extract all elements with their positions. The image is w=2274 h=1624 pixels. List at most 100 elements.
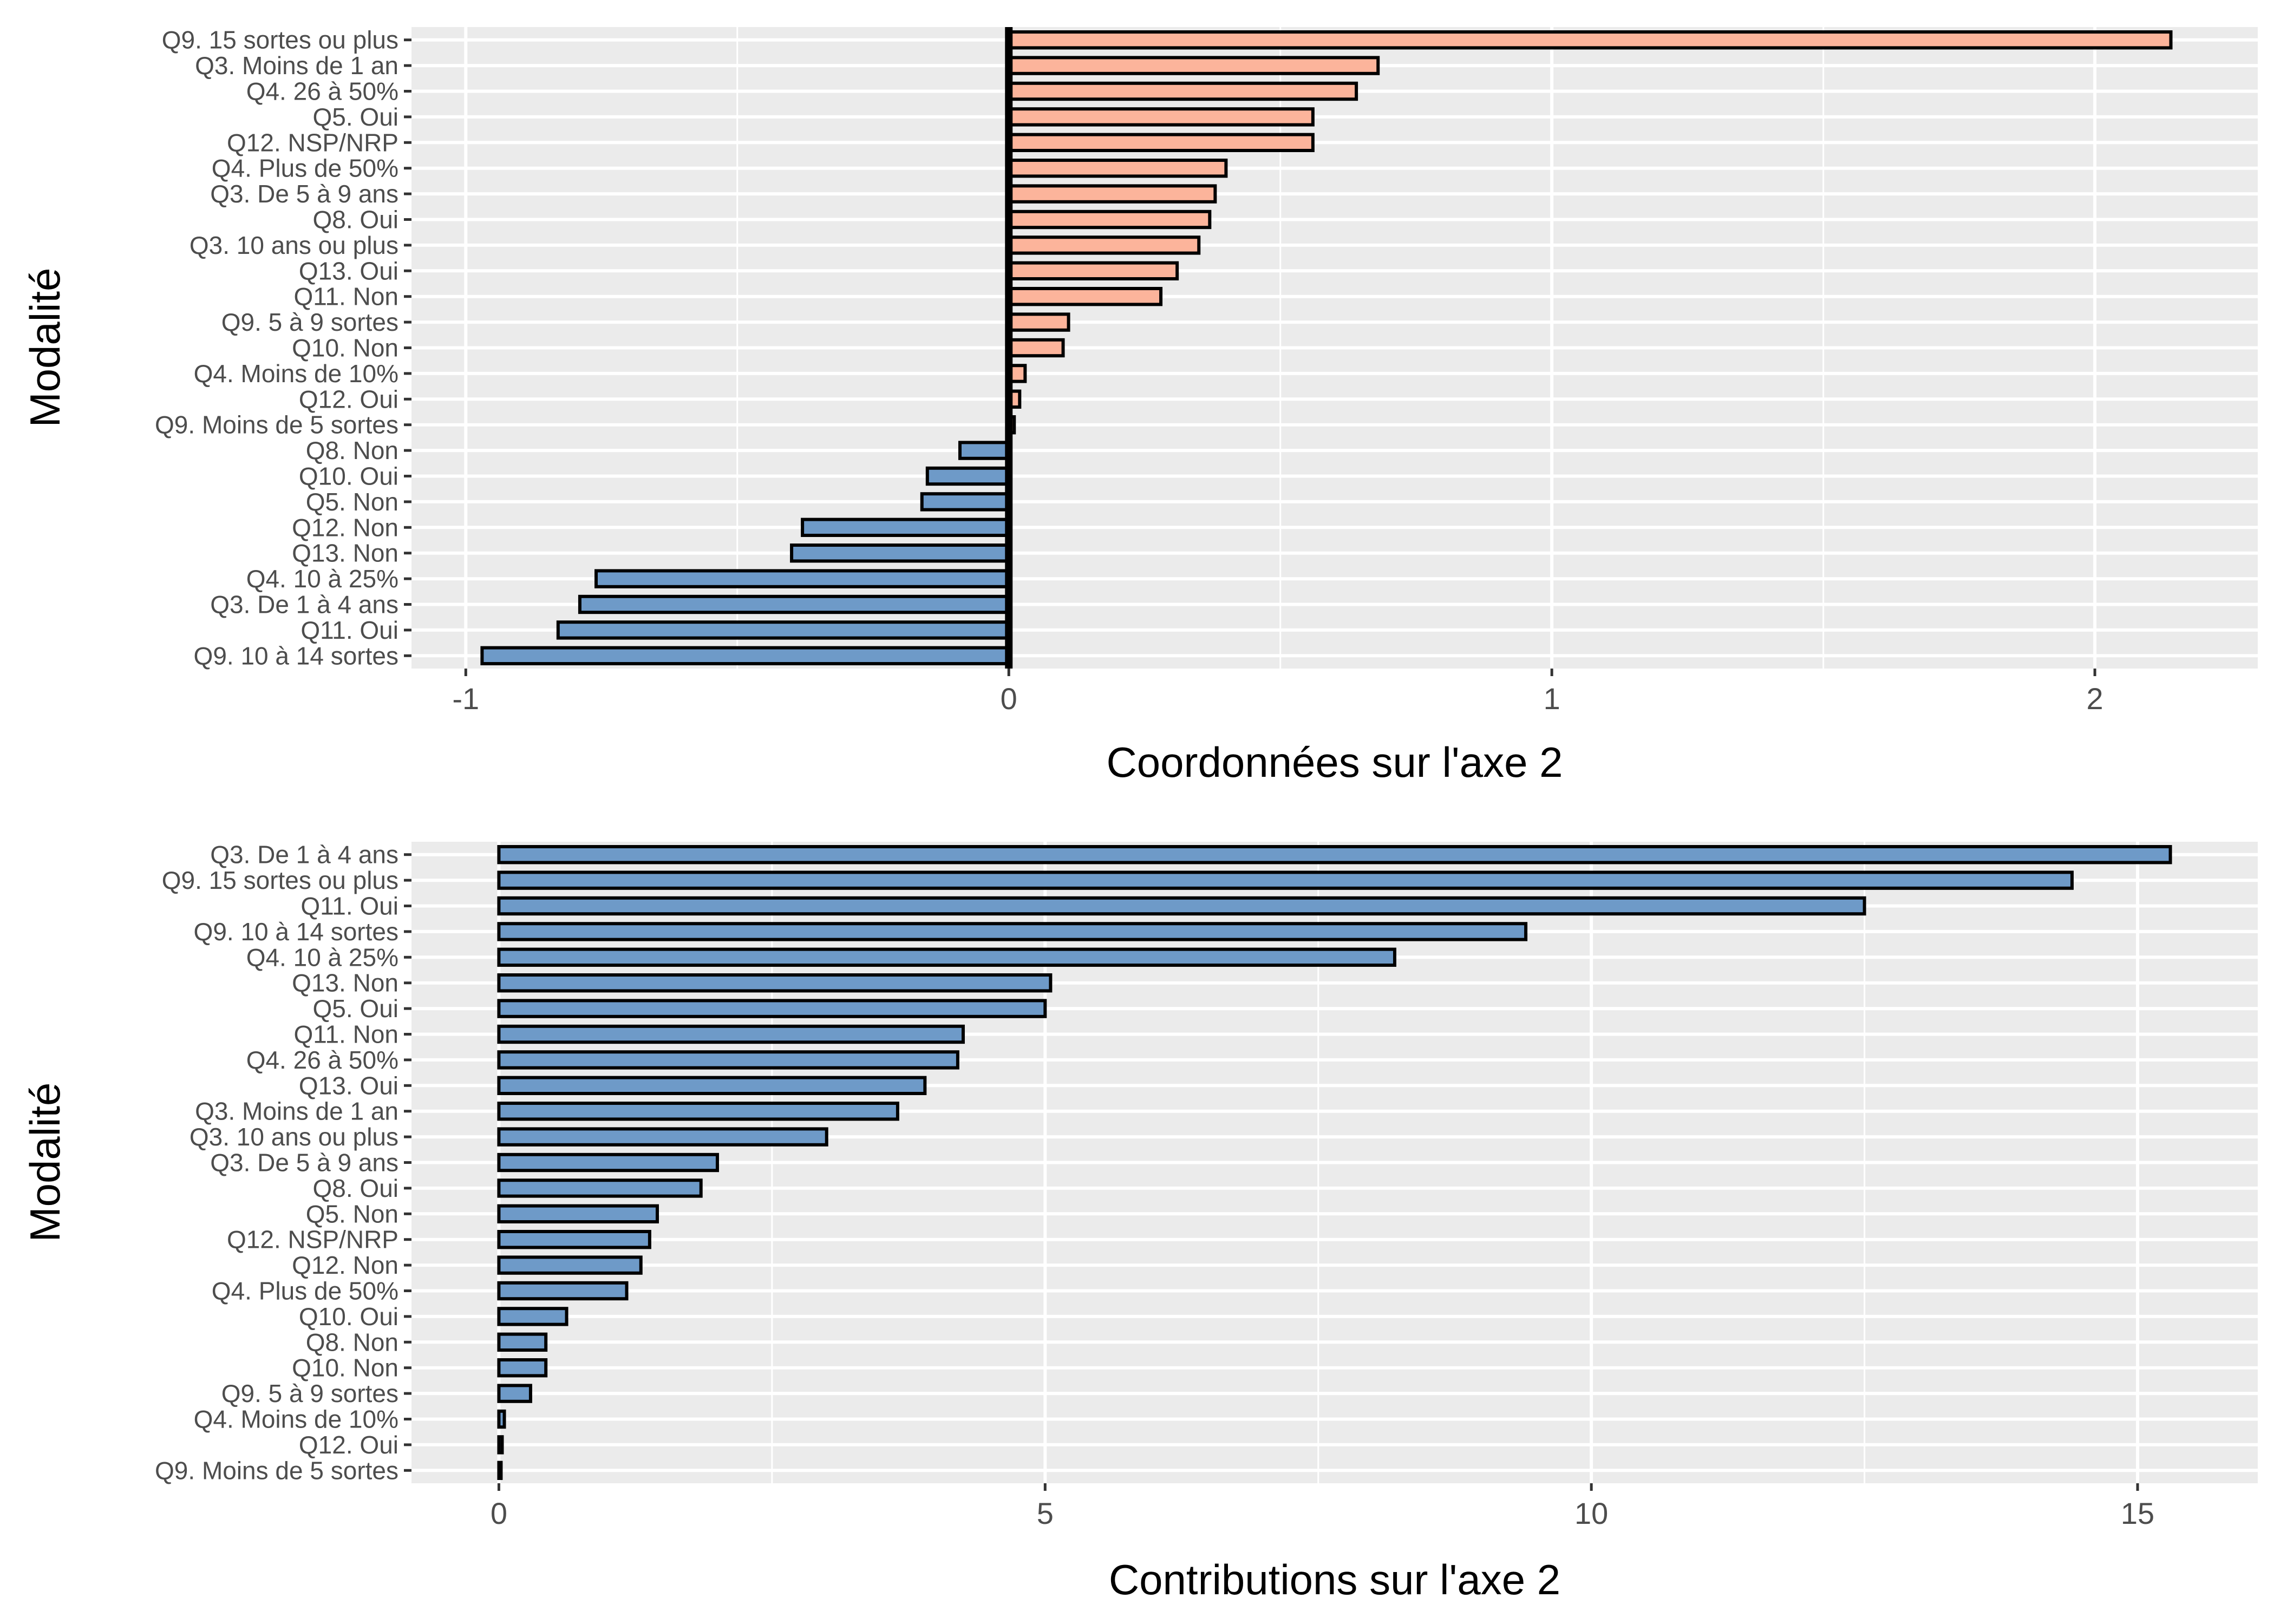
y-tick-label: Q12. Oui	[299, 1431, 398, 1459]
y-tick-label: Q4. 10 à 25%	[246, 565, 398, 593]
y-tick-label: Q5. Oui	[312, 994, 398, 1023]
y-tick-label: Q11. Oui	[300, 892, 398, 920]
y-tick-label: Q5. Non	[306, 488, 398, 516]
y-axis-title: Modalité	[21, 268, 69, 428]
bar	[1007, 338, 1065, 358]
bar	[578, 594, 1011, 614]
y-tick-label: Q11. Oui	[300, 616, 398, 644]
y-axis-title: Modalité	[21, 1083, 69, 1242]
y-tick-label: Q12. NSP/NRP	[227, 128, 398, 156]
y-tick-label: Q10. Oui	[299, 1302, 398, 1331]
y-tick-label: Q3. De 1 à 4 ans	[210, 591, 398, 619]
bar	[497, 1076, 927, 1095]
y-tick-label: Q9. 10 à 14 sortes	[194, 641, 398, 670]
y-tick-label: Q9. Moins de 5 sortes	[155, 411, 398, 439]
bar	[1007, 235, 1201, 255]
bar	[1007, 287, 1163, 306]
bar	[497, 1102, 899, 1121]
y-tick-label: Q12. NSP/NRP	[227, 1226, 398, 1254]
y-tick-label: Q3. De 5 à 9 ans	[210, 180, 398, 208]
bar	[556, 620, 1011, 640]
y-tick-label: Q4. Moins de 10%	[194, 359, 398, 388]
y-tick-label: Q9. 5 à 9 sortes	[221, 1379, 398, 1407]
x-tick-label: 5	[1037, 1496, 1054, 1530]
bar	[1007, 209, 1212, 230]
bar	[497, 1281, 629, 1301]
x-axis-title: Coordonnées sur l'axe 2	[1106, 738, 1563, 786]
y-tick-label: Q12. Non	[292, 1251, 398, 1279]
bar	[497, 1127, 828, 1147]
bar	[790, 543, 1011, 563]
y-tick-label: Q3. De 5 à 9 ans	[210, 1149, 398, 1177]
bar	[1007, 30, 2173, 50]
x-tick-label: -1	[452, 682, 479, 716]
y-tick-label: Q10. Non	[292, 334, 398, 362]
bar	[497, 1255, 643, 1275]
bar	[1007, 56, 1380, 75]
bar	[497, 870, 2074, 890]
y-tick-label: Q9. 5 à 9 sortes	[221, 308, 398, 336]
y-tick-label: Q8. Oui	[312, 1174, 398, 1202]
y-tick-label: Q12. Oui	[299, 385, 398, 413]
bar	[497, 1409, 506, 1429]
y-tick-label: Q8. Non	[306, 1328, 398, 1356]
bar	[1007, 159, 1228, 178]
bar	[1007, 133, 1315, 152]
y-tick-label: Q4. 26 à 50%	[246, 1046, 398, 1074]
bar	[958, 441, 1011, 460]
bar	[497, 947, 1396, 967]
bar	[497, 1152, 719, 1173]
x-tick-label: 10	[1574, 1496, 1608, 1530]
bar	[497, 1384, 532, 1403]
bar	[594, 569, 1011, 588]
bar	[480, 646, 1011, 665]
y-tick-label: Q11. Non	[294, 1020, 398, 1049]
bar	[497, 1024, 965, 1044]
x-tick-label: 0	[491, 1496, 507, 1530]
y-tick-label: Q10. Oui	[299, 462, 398, 490]
y-tick-label: Q11. Non	[294, 283, 398, 311]
bar	[497, 1050, 959, 1070]
bar	[497, 922, 1528, 941]
bar	[497, 1230, 651, 1249]
bar	[1007, 261, 1179, 280]
y-tick-label: Q3. Moins de 1 an	[195, 1097, 398, 1125]
x-tick-label: 2	[2087, 682, 2103, 716]
x-tick-label: 15	[2121, 1496, 2154, 1530]
bar	[497, 1435, 504, 1455]
y-tick-label: Q4. Plus de 50%	[212, 1277, 398, 1305]
bar	[497, 896, 1866, 916]
y-tick-label: Q9. 15 sortes ou plus	[162, 26, 398, 54]
x-tick-label: 1	[1544, 682, 1560, 716]
y-tick-label: Q13. Non	[292, 539, 398, 567]
x-axis-title: Contributions sur l'axe 2	[1109, 1556, 1560, 1603]
y-tick-label: Q3. 10 ans ou plus	[190, 231, 398, 259]
bar	[497, 999, 1047, 1018]
bar	[497, 845, 2172, 865]
y-tick-label: Q5. Oui	[312, 103, 398, 131]
bar	[497, 1178, 703, 1198]
bar	[1007, 312, 1070, 332]
bar	[920, 492, 1011, 512]
y-tick-label: Q9. Moins de 5 sortes	[155, 1456, 398, 1484]
bar	[497, 1461, 503, 1480]
bar	[925, 466, 1011, 486]
bar	[1007, 107, 1315, 127]
y-tick-label: Q5. Non	[306, 1200, 398, 1228]
bar	[497, 1307, 568, 1326]
y-tick-label: Q13. Non	[292, 969, 398, 997]
y-tick-label: Q4. 26 à 50%	[246, 77, 398, 106]
y-tick-label: Q4. Moins de 10%	[194, 1405, 398, 1433]
y-tick-label: Q13. Oui	[299, 1071, 398, 1099]
y-tick-label: Q12. Non	[292, 513, 398, 541]
bar	[497, 1332, 548, 1352]
bar	[497, 973, 1053, 993]
bar	[801, 518, 1011, 537]
x-tick-label: 0	[1001, 682, 1017, 716]
bar	[497, 1358, 548, 1378]
bar	[497, 1204, 659, 1223]
y-tick-label: Q9. 10 à 14 sortes	[194, 918, 398, 946]
